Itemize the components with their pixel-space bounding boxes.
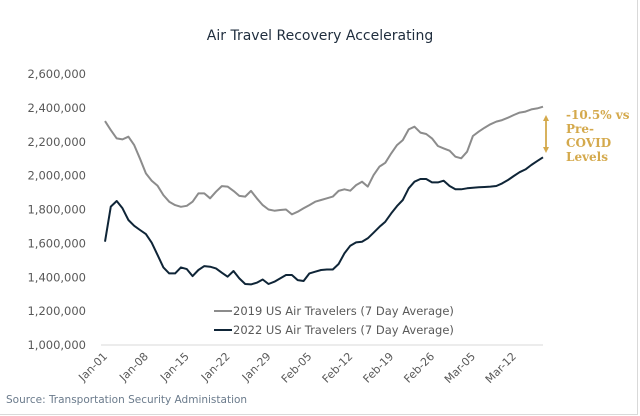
x-tick-label: Feb-12	[320, 350, 356, 386]
x-tick-label: Jan-22	[198, 350, 233, 385]
x-tick-label: Feb-19	[361, 350, 397, 386]
series-line-2022	[104, 156, 544, 286]
y-tick-label: 1,400,000	[27, 270, 86, 284]
x-tick-label: Jan-15	[157, 350, 192, 385]
series-line-2019	[104, 105, 544, 216]
arrow-down-icon	[543, 147, 549, 153]
y-tick-label: 1,200,000	[27, 304, 86, 318]
x-tick-label: Feb-05	[279, 350, 315, 386]
x-tick-label: Mar-12	[483, 350, 519, 386]
annotation-line: -10.5% vs	[566, 108, 630, 122]
y-tick-label: 2,000,000	[27, 169, 86, 183]
chart-title: Air Travel Recovery Accelerating	[206, 28, 434, 44]
y-tick-label: 2,600,000	[27, 67, 86, 81]
y-tick-label: 2,200,000	[27, 135, 86, 149]
arrow-up-icon	[543, 115, 549, 121]
y-tick-label: 2,400,000	[27, 101, 86, 115]
y-tick-label: 1,000,000	[27, 338, 86, 352]
annotation-line: Levels	[566, 150, 608, 164]
source-note: Source: Transportation Security Administ…	[6, 394, 248, 406]
legend-label: 2019 US Air Travelers (7 Day Average)	[233, 304, 454, 318]
x-tick-label: Feb-26	[401, 350, 437, 386]
legend-label: 2022 US Air Travelers (7 Day Average)	[233, 323, 454, 337]
x-tick-label: Mar-05	[442, 350, 478, 386]
y-tick-label: 1,800,000	[27, 203, 86, 217]
gap-annotation: -10.5% vs Pre-COVID Levels	[566, 108, 636, 164]
annotation-line: Pre-COVID	[566, 122, 612, 150]
x-tick-label: Jan-01	[76, 350, 111, 385]
x-tick-label: Jan-08	[116, 350, 151, 385]
y-tick-label: 1,600,000	[27, 236, 86, 250]
x-tick-label: Jan-29	[239, 350, 274, 385]
